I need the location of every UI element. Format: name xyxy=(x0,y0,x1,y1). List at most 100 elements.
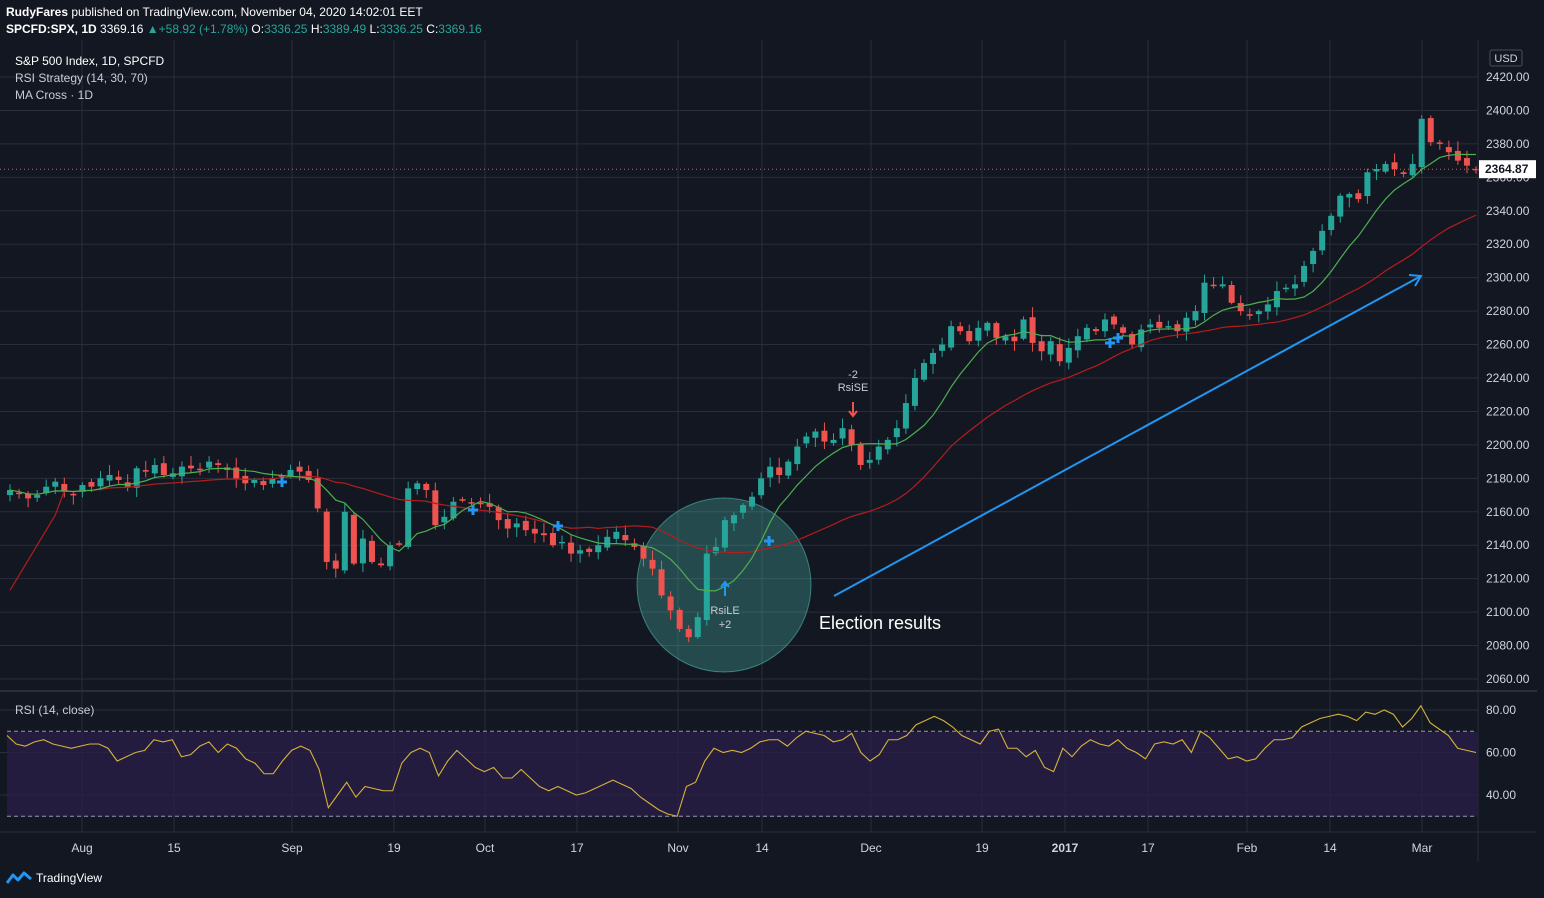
rsi-line xyxy=(6,704,1477,817)
candle xyxy=(106,465,113,486)
sell-label: RsiSE xyxy=(838,382,869,394)
candle xyxy=(984,321,991,337)
candle xyxy=(1418,115,1425,174)
open-label: O: xyxy=(251,22,265,36)
current-price-value: 2364.87 xyxy=(1485,162,1529,176)
candle xyxy=(1047,336,1054,362)
sell-arrow-icon xyxy=(848,402,858,418)
series-title: S&P 500 Index, 1D, SPCFD xyxy=(15,54,165,68)
ma-fast-line xyxy=(9,153,1477,592)
cross-marker-icon xyxy=(468,505,478,515)
candle xyxy=(911,368,918,411)
price-tick-label: 2180.00 xyxy=(1486,471,1530,485)
candle xyxy=(776,457,783,484)
price-tick-label: 2140.00 xyxy=(1486,538,1530,552)
candle xyxy=(685,625,692,643)
change-up-icon: ▲ xyxy=(146,22,159,36)
candle xyxy=(61,477,68,498)
close-value: 3369.16 xyxy=(438,22,482,36)
buy-qty: +2 xyxy=(719,619,732,631)
candle xyxy=(1454,141,1461,165)
candle xyxy=(233,457,240,488)
symbol-name: SPCFD:SPX, 1D xyxy=(6,22,97,36)
cross-marker-icon xyxy=(277,477,287,487)
candle xyxy=(450,497,457,521)
candle xyxy=(749,492,756,511)
time-tick-label: Oct xyxy=(476,841,495,855)
candle xyxy=(1138,324,1145,352)
candle xyxy=(586,546,593,557)
candle xyxy=(133,465,140,498)
candle xyxy=(1445,140,1452,160)
currency-box: USD xyxy=(1489,49,1523,67)
time-tick-label: 19 xyxy=(387,841,401,855)
candle xyxy=(1409,153,1416,178)
candle xyxy=(1083,324,1090,343)
candle xyxy=(803,432,810,449)
candle xyxy=(387,541,394,571)
sell-qty: -2 xyxy=(848,369,858,381)
candle xyxy=(1310,247,1317,273)
price-tick-label: 2240.00 xyxy=(1486,371,1530,385)
candle xyxy=(531,520,538,543)
candle xyxy=(459,496,466,503)
candle xyxy=(314,468,321,513)
candle xyxy=(1147,318,1154,334)
candle xyxy=(495,504,502,530)
candle xyxy=(1183,312,1190,341)
time-tick-label: 17 xyxy=(570,841,584,855)
candle xyxy=(1029,307,1036,352)
candle xyxy=(740,503,746,519)
candle xyxy=(396,540,403,547)
candle xyxy=(414,480,421,495)
candle xyxy=(1219,276,1226,289)
low-value: 3336.25 xyxy=(379,22,423,36)
time-tick-label: Nov xyxy=(667,841,688,855)
candle xyxy=(1210,276,1217,289)
current-price-box xyxy=(1479,160,1536,179)
candle xyxy=(151,458,158,479)
candle xyxy=(1255,309,1262,323)
candle xyxy=(187,455,194,473)
cross-marker-icon xyxy=(1105,338,1115,348)
candle xyxy=(893,420,900,447)
candle xyxy=(378,557,385,568)
time-tick-label: Feb xyxy=(1237,841,1258,855)
candle xyxy=(1436,139,1443,150)
candle xyxy=(993,321,1000,345)
footer-brand[interactable]: TradingView xyxy=(36,871,103,885)
candle xyxy=(658,560,665,599)
candle xyxy=(604,529,611,551)
candle xyxy=(939,337,946,358)
candle xyxy=(1373,163,1380,181)
rsi-band xyxy=(7,732,1477,817)
candle xyxy=(178,461,185,484)
price-tick-label: 2060.00 xyxy=(1486,672,1530,686)
candle xyxy=(577,544,584,563)
candle xyxy=(197,462,204,476)
candle xyxy=(1074,328,1081,358)
candle xyxy=(1282,284,1289,293)
time-tick-label: Aug xyxy=(71,841,92,855)
candle xyxy=(513,517,520,538)
candle xyxy=(34,489,41,502)
candle xyxy=(1228,280,1235,305)
candle xyxy=(1020,316,1027,341)
candle xyxy=(812,428,819,448)
candle xyxy=(305,465,312,483)
time-tick-label: 19 xyxy=(975,841,989,855)
candle xyxy=(866,452,873,469)
candle xyxy=(350,512,357,566)
candle xyxy=(1192,305,1199,326)
price-tick-label: 2300.00 xyxy=(1486,271,1530,285)
candle xyxy=(568,534,575,562)
currency-label: USD xyxy=(1494,53,1517,65)
buy-label: RsiLE xyxy=(710,605,739,617)
cross-marker-icon xyxy=(764,536,774,546)
trend-arrow xyxy=(833,274,1423,597)
price-tick-label: 2400.00 xyxy=(1486,103,1530,117)
price-chart[interactable]: -2 RsiSE RsiLE +2 Election results S&P 5… xyxy=(0,40,1544,862)
last-price: 3369.16 xyxy=(100,22,144,36)
time-tick-label: Dec xyxy=(860,841,881,855)
cross-marker-icon xyxy=(553,521,563,531)
